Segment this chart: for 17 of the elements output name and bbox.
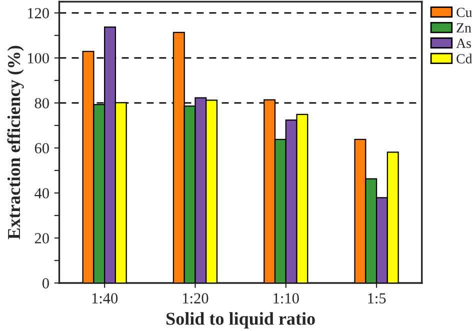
x-axis-title: Solid to liquid ratio <box>166 312 315 329</box>
y-tick-label: 60 <box>34 143 49 154</box>
y-tick-label: 20 <box>34 233 49 244</box>
legend-label: As <box>456 38 471 48</box>
y-tick-label: 120 <box>28 8 49 18</box>
y-tick-label: 40 <box>34 188 49 198</box>
y-tick-label: 100 <box>28 53 49 64</box>
x-tick-label: 1:5 <box>368 293 386 304</box>
x-tick-label: 1:40 <box>92 293 118 304</box>
y-tick-label: 80 <box>34 98 49 108</box>
x-tick-label: 1:10 <box>274 293 299 304</box>
legend-label: Cd <box>456 54 472 64</box>
legend-label: Zn <box>456 23 472 32</box>
legend-label: Cu <box>456 8 472 18</box>
x-tick-label: 1:20 <box>182 293 208 304</box>
y-axis-title: Extraction efficiency (%) <box>7 46 24 240</box>
y-tick-label: 0 <box>42 278 49 288</box>
